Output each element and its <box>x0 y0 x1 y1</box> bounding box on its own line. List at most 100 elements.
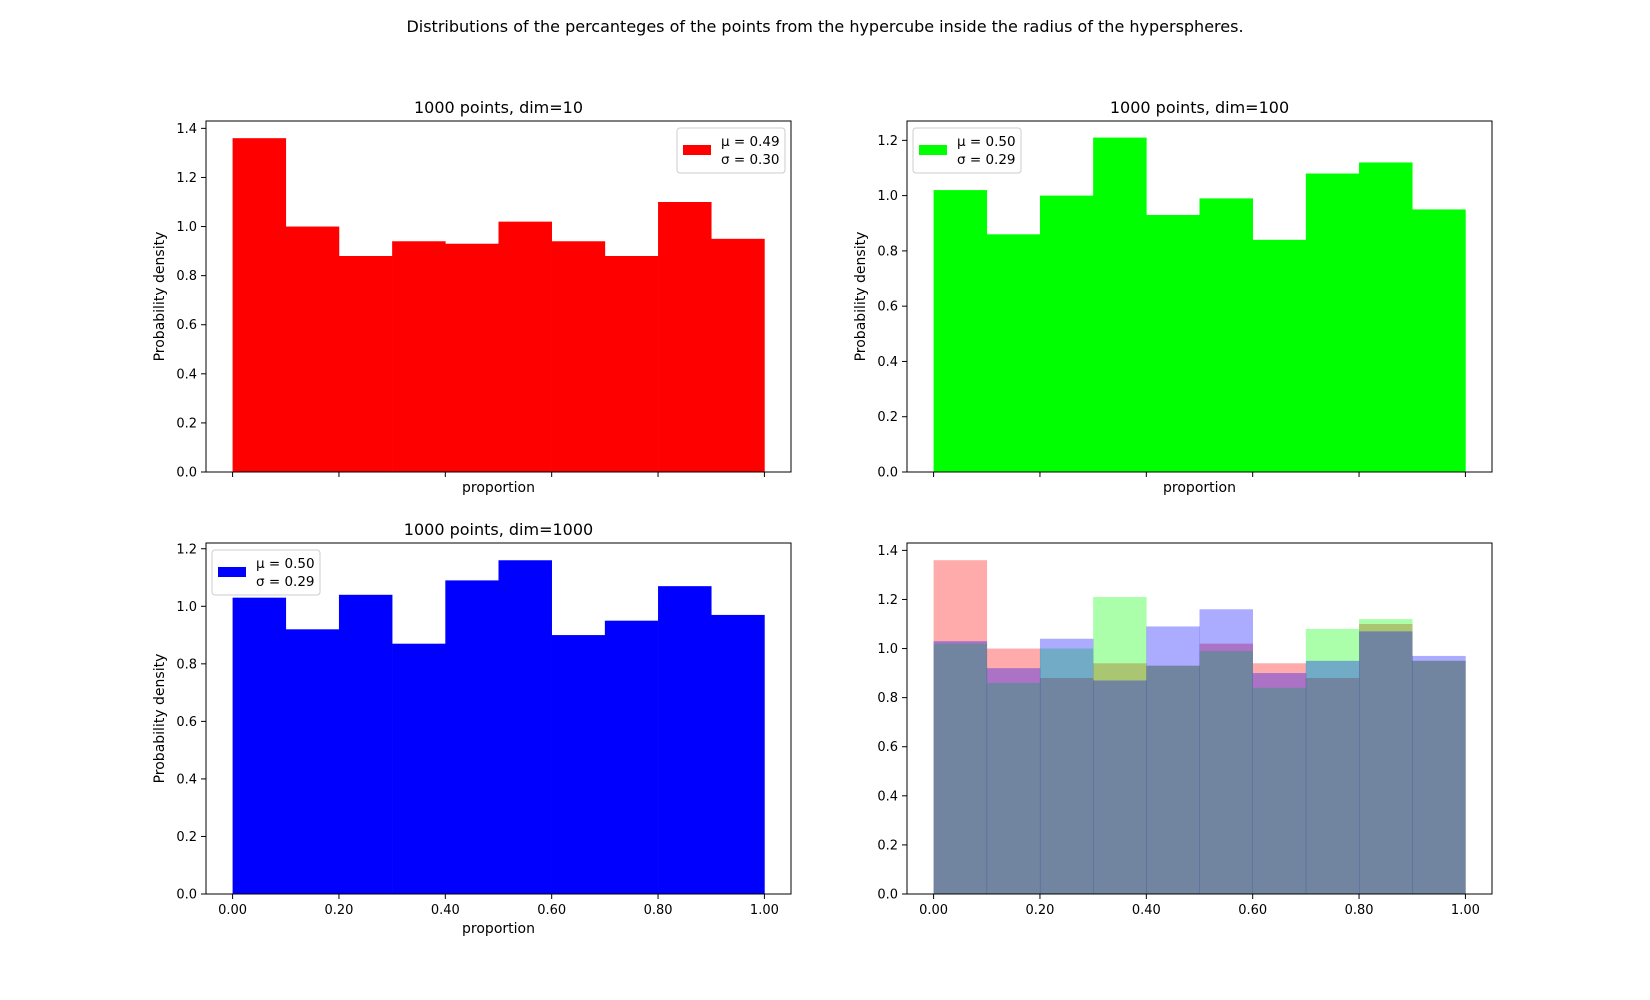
y-tick-label: 0.2 <box>176 416 197 431</box>
y-tick-label: 0.6 <box>176 715 197 730</box>
legend-mean-label: μ = 0.50 <box>957 134 1016 150</box>
histogram-bar <box>1146 214 1200 472</box>
histogram-bar <box>445 243 499 472</box>
legend-box <box>912 127 1022 174</box>
x-tick-label: 1.00 <box>750 903 779 918</box>
legend: μ = 0.50 σ = 0.29 <box>912 127 1022 174</box>
histogram-bar <box>285 629 340 894</box>
histogram-bar <box>604 256 659 472</box>
figure-title: Distributions of the percanteges of the … <box>406 17 1243 36</box>
y-tick-label: 0.6 <box>877 740 898 755</box>
axes-frame <box>906 542 1493 895</box>
x-tick-label: 1.00 <box>1451 903 1480 918</box>
x-axis-label: proportion <box>462 480 535 496</box>
histogram-bar <box>1039 648 1094 894</box>
histogram-bar <box>1252 663 1307 894</box>
legend-swatch <box>683 145 711 155</box>
legend-mean-label: μ = 0.50 <box>256 556 315 572</box>
x-tick-label: 0.80 <box>1345 903 1374 918</box>
panel-dim-100: 0.0 0.2 0.4 0.6 0.8 1.0 1.2 1000 points, dim=10… <box>853 98 1493 496</box>
histogram-bar <box>658 202 712 472</box>
histogram-bar <box>1093 597 1147 894</box>
histogram-bar <box>986 648 1041 894</box>
y-tick-label: 1.4 <box>877 544 898 559</box>
y-axis-label: Probability density <box>152 232 168 362</box>
histogram-bar <box>1305 628 1360 894</box>
y-tick-label: 1.0 <box>176 600 197 615</box>
histogram-bar <box>986 234 1041 472</box>
y-tick-label: 0.2 <box>877 838 898 853</box>
histogram-bar <box>392 643 446 894</box>
y-tick-label: 0.6 <box>877 300 898 315</box>
axes-frame <box>205 542 792 895</box>
histogram-bar <box>1305 660 1360 894</box>
panel-title: 1000 points, dim=100 <box>1110 98 1289 117</box>
x-axis-label: proportion <box>1163 480 1236 496</box>
legend: μ = 0.49 σ = 0.30 <box>676 127 786 174</box>
x-tick-label: 0.00 <box>218 903 247 918</box>
histogram-bar <box>1359 619 1413 894</box>
histogram-bar <box>498 560 552 894</box>
y-tick-label: 1.0 <box>877 642 898 657</box>
x-tick-label: 0.20 <box>324 903 353 918</box>
histogram-bar <box>1412 209 1466 472</box>
histogram-bar <box>1412 660 1466 894</box>
histogram-bar <box>933 190 988 472</box>
histogram-bar <box>1199 198 1253 472</box>
y-tick-label: 1.2 <box>176 171 197 186</box>
histogram-bar <box>711 238 765 472</box>
histogram-bar <box>1359 162 1413 472</box>
panel-title: 1000 points, dim=10 <box>414 98 583 117</box>
histogram-bar <box>933 641 988 894</box>
histogram-bar <box>1146 665 1200 894</box>
histogram-bar <box>1305 678 1360 894</box>
x-axis-label: proportion <box>462 921 535 937</box>
histogram-bar <box>1359 624 1413 894</box>
histogram-bar <box>933 643 988 894</box>
histogram-bar <box>1412 655 1466 894</box>
legend-std-label: σ = 0.30 <box>721 152 780 168</box>
panel-dim-1000: 0.00 0.20 0.40 0.60 0.80 1.00 0.0 0.2 0.4 0.6 0.8 1… <box>152 520 792 937</box>
y-tick-label: 0.4 <box>176 772 197 787</box>
histogram-bar <box>392 241 446 472</box>
histogram-bar <box>1199 609 1253 894</box>
x-tick-label: 0.60 <box>537 903 566 918</box>
legend-swatch <box>218 567 246 577</box>
y-tick-label: 1.0 <box>176 220 197 235</box>
histogram-bar <box>933 560 988 894</box>
y-tick-label: 0.0 <box>176 466 197 481</box>
y-tick-label: 0.4 <box>877 355 898 370</box>
histogram-bar <box>1093 663 1147 894</box>
histogram-bar <box>1039 638 1094 894</box>
histogram-bar <box>1199 643 1253 894</box>
legend-std-label: σ = 0.29 <box>957 152 1016 168</box>
x-tick-label: 0.40 <box>1132 903 1161 918</box>
y-tick-label: 0.0 <box>176 888 197 903</box>
histogram-bar <box>338 256 393 472</box>
histogram-bar <box>986 668 1041 894</box>
y-tick-label: 0.4 <box>176 367 197 382</box>
axes-frame <box>906 120 1493 473</box>
y-tick-label: 0.2 <box>176 830 197 845</box>
histogram-bar <box>604 620 659 894</box>
x-tick-label: 0.60 <box>1238 903 1267 918</box>
histogram-bar <box>1093 680 1147 894</box>
y-tick-label: 0.8 <box>176 269 197 284</box>
y-tick-label: 1.2 <box>176 542 197 557</box>
y-tick-label: 0.6 <box>176 318 197 333</box>
y-tick-label: 0.8 <box>877 691 898 706</box>
histogram-bar <box>658 586 712 894</box>
histogram-bar <box>711 614 765 894</box>
y-tick-label: 0.8 <box>176 657 197 672</box>
histogram-bar <box>285 226 340 472</box>
y-tick-label: 0.0 <box>877 888 898 903</box>
histogram-bar <box>1093 137 1147 472</box>
histogram-bar <box>1252 687 1307 894</box>
y-tick-label: 1.2 <box>877 593 898 608</box>
legend: μ = 0.50 σ = 0.29 <box>211 549 321 596</box>
x-tick-label: 0.80 <box>644 903 673 918</box>
axes-frame <box>205 120 792 473</box>
legend-box <box>676 127 786 174</box>
histogram-bar <box>1039 195 1094 472</box>
